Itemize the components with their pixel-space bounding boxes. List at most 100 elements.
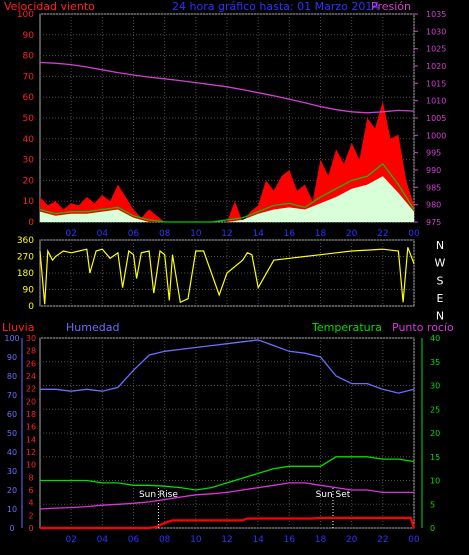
- chart-title: 24 hora gráfico hasta: 01 Marzo 2014: [172, 0, 380, 13]
- rain-axis-tick: 20: [26, 397, 36, 406]
- pressure-axis-tick: 1035: [426, 10, 446, 19]
- rain-axis-tick: 16: [26, 423, 36, 432]
- compass-label: N: [436, 239, 444, 252]
- pressure-axis-tick: 1005: [426, 114, 446, 123]
- temperature-axis-tick: 20: [430, 429, 440, 438]
- rain-axis-tick: 8: [28, 473, 33, 482]
- wind-axis-tick: 80: [23, 52, 35, 62]
- rain-axis-tick: 2: [28, 511, 33, 520]
- wind-axis-tick: 100: [17, 10, 34, 20]
- wind-axis-tick: 50: [23, 114, 35, 124]
- x-tick-label: 16: [284, 229, 296, 239]
- rain-axis-tick: 4: [28, 499, 33, 508]
- rain-title: Lluvia: [2, 321, 35, 334]
- humidity-axis-tick: 70: [7, 391, 17, 400]
- rain-axis-tick: 12: [26, 448, 36, 457]
- pressure-title: Presión: [371, 0, 411, 13]
- x-tick-label: 00: [408, 535, 420, 545]
- compass-label: N: [436, 310, 444, 323]
- dewpoint-title: Punto rocío: [392, 321, 454, 334]
- x-tick-label: 18: [315, 535, 327, 545]
- humidity-axis-tick: 80: [7, 372, 17, 381]
- humidity-axis-tick: 30: [7, 467, 17, 476]
- temperature-axis-tick: 25: [430, 405, 440, 414]
- wind-axis-tick: 90: [23, 31, 35, 41]
- rain-axis-tick: 24: [26, 372, 36, 381]
- humidity-line: [40, 339, 415, 394]
- x-tick-label: 22: [377, 535, 388, 545]
- x-tick-label: 00: [408, 229, 420, 239]
- pressure-axis-tick: 975: [426, 218, 441, 227]
- humidity-axis-tick: 100: [4, 334, 19, 343]
- temperature-axis-tick: 40: [430, 334, 440, 343]
- x-tick-label: 06: [128, 535, 140, 545]
- pressure-axis-tick: 1020: [426, 62, 446, 71]
- x-tick-label: 10: [190, 229, 202, 239]
- temperature-axis-tick: 10: [430, 477, 440, 486]
- compass-label: E: [437, 292, 444, 305]
- x-tick-label: 14: [252, 229, 264, 239]
- pressure-axis-tick: 1030: [426, 27, 446, 36]
- pressure-axis-tick: 1025: [426, 45, 446, 54]
- humidity-axis-tick: 40: [7, 448, 17, 457]
- x-tick-label: 20: [346, 229, 358, 239]
- direction-axis-tick: 360: [17, 236, 34, 246]
- x-tick-label: 08: [159, 229, 171, 239]
- wind-axis-tick: 0: [28, 218, 34, 228]
- wind-average-fill: [40, 176, 414, 222]
- direction-axis-tick: 90: [23, 286, 35, 296]
- temperature-title: Temperatura: [312, 321, 382, 334]
- rain-axis-tick: 26: [26, 359, 36, 368]
- x-tick-label: 20: [346, 535, 358, 545]
- wind-axis-tick: 30: [23, 156, 35, 166]
- wind-average-line: [39, 162, 415, 223]
- wind-direction-line: [39, 247, 415, 305]
- rain-axis-tick: 30: [26, 334, 36, 343]
- humidity-axis-tick: 50: [7, 429, 17, 438]
- x-tick-label: 12: [221, 535, 232, 545]
- dewpoint-line: [39, 482, 414, 510]
- rain-axis-tick: 10: [26, 461, 36, 470]
- sun-event-label: Sun Rise: [139, 490, 178, 500]
- x-tick-label: 06: [128, 229, 140, 239]
- pressure-axis-tick: 995: [426, 149, 441, 158]
- pressure-axis-tick: 990: [426, 166, 441, 175]
- compass-label: S: [437, 274, 444, 287]
- pressure-axis-tick: 1015: [426, 79, 446, 88]
- pressure-line: [39, 61, 415, 114]
- x-tick-label: 22: [377, 229, 388, 239]
- rain-line: [40, 516, 416, 530]
- x-tick-label: 14: [252, 535, 264, 545]
- humidity-title: Humedad: [66, 321, 120, 334]
- rain-axis-tick: 22: [26, 385, 36, 394]
- direction-axis-tick: 180: [17, 269, 34, 279]
- rain-axis-tick: 18: [26, 410, 36, 419]
- x-tick-label: 08: [159, 535, 171, 545]
- rain-axis-tick: 14: [26, 435, 36, 444]
- humidity-axis-tick: 90: [7, 353, 17, 362]
- temperature-axis-tick: 5: [430, 500, 435, 509]
- x-tick-label: 02: [65, 229, 76, 239]
- sun-event-label: Sun Set: [316, 490, 351, 500]
- pressure-axis-tick: 1000: [426, 131, 446, 140]
- pressure-axis-tick: 980: [426, 201, 441, 210]
- temperature-axis-tick: 35: [430, 358, 440, 367]
- rain-axis-tick: 0: [28, 524, 33, 533]
- direction-axis-tick: 270: [17, 253, 34, 263]
- x-tick-label: 18: [315, 229, 327, 239]
- x-tick-label: 02: [65, 535, 76, 545]
- humidity-axis-tick: 20: [7, 486, 17, 495]
- x-tick-label: 16: [284, 535, 296, 545]
- compass-label: W: [435, 257, 446, 270]
- pressure-axis-tick: 1010: [426, 97, 446, 106]
- temperature-line: [40, 456, 415, 491]
- temperature-axis-tick: 15: [430, 453, 440, 462]
- rain-axis-tick: 6: [28, 486, 33, 495]
- humidity-axis-tick: 10: [7, 505, 17, 514]
- x-tick-label: 04: [97, 229, 109, 239]
- wind-axis-tick: 70: [23, 72, 35, 82]
- temperature-axis-tick: 0: [430, 524, 435, 533]
- pressure-axis-tick: 985: [426, 183, 441, 192]
